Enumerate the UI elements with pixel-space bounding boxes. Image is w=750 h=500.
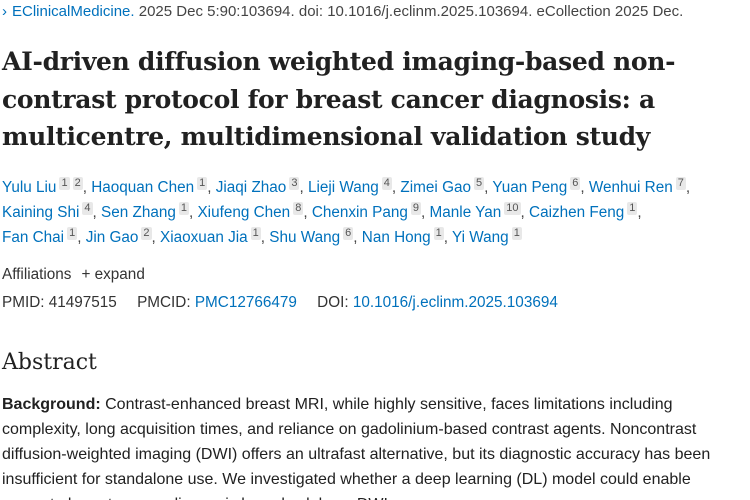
affiliation-ref[interactable]: 2 <box>141 227 152 240</box>
author: Xiaoxuan Jia 1 <box>160 227 261 246</box>
author: Jiaqi Zhao 3 <box>215 177 300 196</box>
author-link[interactable]: Wenhui Ren <box>588 179 673 196</box>
affiliation-ref[interactable]: 1 <box>59 177 70 190</box>
affiliations-label: Affiliations <box>2 266 72 283</box>
author: Kaining Shi 4 <box>2 202 93 221</box>
author: Wenhui Ren 7 <box>588 177 686 196</box>
article-ids: PMID: 41497515 PMCID: PMC12766479 DOI: 1… <box>2 294 558 312</box>
author: Yuan Peng 6 <box>492 177 581 196</box>
author: Yi Wang 1 <box>452 227 522 246</box>
author: Lieji Wang 4 <box>307 177 392 196</box>
author-link[interactable]: Caizhen Feng <box>529 204 625 221</box>
author: Fan Chai 1 <box>2 227 78 246</box>
affiliation-ref[interactable]: 1 <box>67 227 78 240</box>
author: Shu Wang 6 <box>269 227 354 246</box>
affiliation-ref[interactable]: 1 <box>197 177 208 190</box>
affiliation-ref[interactable]: 4 <box>82 202 93 215</box>
author-link[interactable]: Yulu Liu <box>2 179 57 196</box>
article-title: AI-driven diffusion weighted imaging-bas… <box>2 47 676 151</box>
affiliation-ref[interactable]: 10 <box>504 202 521 215</box>
affiliation-ref[interactable]: 3 <box>289 177 300 190</box>
author-link[interactable]: Nan Hong <box>361 229 431 246</box>
author-link[interactable]: Manle Yan <box>429 204 502 221</box>
author-link[interactable]: Jiaqi Zhao <box>215 179 287 196</box>
affiliation-ref[interactable]: 1 <box>627 202 638 215</box>
author: Chenxin Pang 9 <box>311 202 422 221</box>
affiliation-ref[interactable]: 1 <box>178 202 189 215</box>
author-link[interactable]: Jin Gao <box>85 229 139 246</box>
abstract-heading: Abstract <box>2 350 97 375</box>
affiliation-ref[interactable]: 9 <box>410 202 422 215</box>
author-link[interactable]: Zimei Gao <box>400 179 471 196</box>
author-link[interactable]: Lieji Wang <box>307 179 379 196</box>
expand-affiliations-button[interactable]: + expand <box>81 266 145 283</box>
affiliation-ref[interactable]: 1 <box>250 227 261 240</box>
author: Haoquan Chen 1 <box>91 177 208 196</box>
pmid-value: 41497515 <box>48 294 117 311</box>
author-link[interactable]: Fan Chai <box>2 229 65 246</box>
author-link[interactable]: Chenxin Pang <box>311 204 408 221</box>
author: Manle Yan 10 <box>429 202 521 221</box>
affiliation-ref[interactable]: 6 <box>570 177 581 190</box>
affiliation-ref[interactable]: 4 <box>381 177 392 190</box>
affiliation-ref[interactable]: 6 <box>343 227 354 240</box>
author-link[interactable]: Kaining Shi <box>2 204 80 221</box>
author: Sen Zhang 1 <box>101 202 189 221</box>
author: Zimei Gao 5 <box>400 177 485 196</box>
background-label: Background: <box>2 396 101 413</box>
author: Yulu Liu 1 2 <box>2 177 83 196</box>
citation-details: 2025 Dec 5:90:103694. doi: 10.1016/j.ecl… <box>138 3 684 20</box>
author-link[interactable]: Yi Wang <box>452 229 509 246</box>
affiliation-ref[interactable]: 2 <box>72 177 83 190</box>
author: Jin Gao 2 <box>85 227 152 246</box>
author: Xiufeng Chen 8 <box>197 202 304 221</box>
author-list: Yulu Liu 1 2, Haoquan Chen 1, Jiaqi Zhao 3, … <box>2 177 691 246</box>
affiliation-ref[interactable]: 1 <box>511 227 522 240</box>
journal-link[interactable]: EClinicalMedicine. <box>12 3 135 20</box>
author: Nan Hong 1 <box>361 227 444 246</box>
citation-line: › EClinicalMedicine. 2025 Dec 5:90:103694… <box>2 3 683 20</box>
background-text: Contrast-enhanced breast MRI, while high… <box>2 396 711 500</box>
chevron-right-icon[interactable]: › <box>2 3 7 20</box>
author-link[interactable]: Yuan Peng <box>492 179 568 196</box>
affiliation-ref[interactable]: 8 <box>293 202 304 215</box>
pmid-label: PMID: <box>2 294 45 311</box>
affiliation-ref[interactable]: 7 <box>675 177 686 190</box>
affiliations: Affiliations + expand <box>2 266 145 284</box>
abstract-background: Background: Contrast-enhanced breast MRI… <box>2 392 747 500</box>
doi-link[interactable]: 10.1016/j.eclinm.2025.103694 <box>352 294 558 311</box>
author-link[interactable]: Sen Zhang <box>101 204 176 221</box>
pmcid-link[interactable]: PMC12766479 <box>194 294 297 311</box>
author-link[interactable]: Xiufeng Chen <box>197 204 291 221</box>
affiliation-ref[interactable]: 5 <box>473 177 485 190</box>
author: Caizhen Feng 1 <box>529 202 638 221</box>
author-link[interactable]: Xiaoxuan Jia <box>160 229 248 246</box>
affiliation-ref[interactable]: 1 <box>433 227 444 240</box>
author-link[interactable]: Haoquan Chen <box>91 179 195 196</box>
pmcid-label: PMCID: <box>137 294 191 311</box>
author-link[interactable]: Shu Wang <box>269 229 341 246</box>
doi-label: DOI: <box>317 294 349 311</box>
